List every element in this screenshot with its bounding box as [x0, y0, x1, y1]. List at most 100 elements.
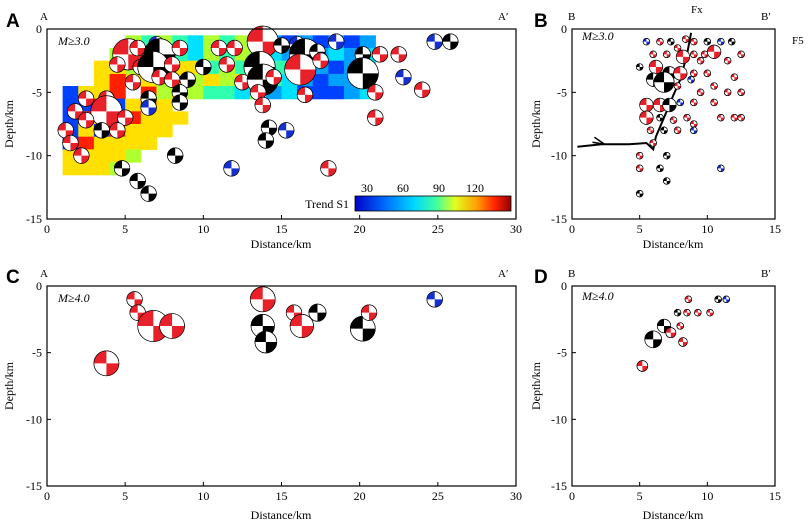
focal-mechanism — [349, 315, 376, 342]
colorbar-ticks: 30 60 90 120 — [361, 181, 484, 195]
beachball-outline — [722, 295, 730, 304]
colorbar-tick: 60 — [397, 181, 409, 195]
beachball-quadrant — [86, 120, 94, 129]
x-tick-label: 15 — [276, 222, 288, 236]
beachball-quadrant — [114, 160, 123, 169]
beachball-quadrant — [226, 64, 235, 73]
beachball-quadrant — [328, 168, 337, 177]
focal-mechanism — [257, 132, 274, 149]
beachball-quadrant — [223, 160, 232, 169]
focal-mechanism — [683, 308, 691, 317]
beachball-outline — [167, 147, 184, 164]
beachball-quadrant — [367, 84, 376, 93]
focal-mechanism — [371, 46, 389, 63]
beachball-quadrant — [694, 309, 698, 313]
focal-mechanism — [223, 160, 240, 177]
beachball-quadrant — [646, 117, 654, 125]
beachball-quadrant — [636, 190, 640, 194]
beachball-quadrant — [179, 71, 188, 80]
beachball-quadrant — [172, 40, 180, 48]
focal-mechanism — [77, 112, 95, 129]
beachball-quadrant — [646, 72, 654, 80]
beachball-outline — [663, 50, 671, 59]
x-tick-label: 0 — [569, 222, 575, 236]
beachball-quadrant — [218, 56, 227, 65]
panel-b-marks — [577, 32, 745, 198]
beachball-quadrant — [375, 92, 384, 101]
beachball-outline — [676, 98, 684, 107]
beachball-quadrant — [390, 46, 399, 55]
x-tick-label: 0 — [44, 489, 50, 503]
heatmap-cell — [359, 35, 376, 49]
beachball-quadrant — [179, 48, 188, 56]
beachball-outline — [639, 110, 654, 125]
focal-mechanism — [218, 56, 235, 73]
beachball-quadrant — [126, 291, 135, 300]
focal-mechanism — [639, 97, 654, 113]
focal-mechanism — [639, 110, 654, 125]
beachball-outline — [707, 44, 722, 59]
beachball-outline — [635, 189, 644, 198]
beachball-quadrant — [442, 33, 451, 42]
beachball-quadrant — [273, 77, 282, 85]
beachball-quadrant — [426, 291, 435, 300]
focal-mechanism — [159, 313, 185, 339]
beachball-outline — [278, 122, 295, 139]
beachball-quadrant — [122, 168, 130, 177]
heatmap-cell — [125, 149, 142, 163]
beachball-outline — [320, 160, 337, 177]
beachball-outline — [257, 132, 274, 149]
colorbar-ramp — [354, 195, 512, 212]
x-tick-label: 10 — [197, 222, 209, 236]
heatmap-cell — [172, 111, 189, 125]
focal-mechanism — [717, 37, 725, 46]
beachball-quadrant — [655, 67, 663, 74]
beachball-quadrant — [643, 38, 647, 42]
beachball-quadrant — [262, 105, 271, 113]
beachball-outline — [426, 291, 443, 308]
beachball-outline — [218, 56, 235, 73]
beachball-quadrant — [265, 69, 274, 78]
beachball-quadrant — [700, 60, 704, 65]
beachball-quadrant — [247, 26, 263, 42]
focal-mechanism — [360, 304, 378, 321]
heatmap-cell — [312, 73, 329, 87]
y-tick-label: -5 — [32, 85, 42, 99]
focal-mechanism — [667, 37, 675, 46]
focal-mechanism — [710, 98, 718, 107]
beachball-quadrant — [117, 109, 126, 118]
beachball-quadrant — [109, 122, 118, 131]
beachball-quadrant — [112, 38, 129, 55]
focal-mechanism — [737, 88, 745, 97]
beachball-quadrant — [710, 99, 715, 103]
beachball-quadrant — [78, 112, 87, 121]
focal-mechanism — [665, 327, 677, 339]
beachball-quadrant — [682, 342, 688, 347]
colorbar-tick: 30 — [361, 181, 373, 195]
beachball-quadrant — [148, 107, 157, 116]
focal-mechanism — [129, 172, 146, 190]
heatmap-cell — [109, 73, 126, 87]
focal-mechanism — [723, 88, 732, 97]
beachball-outline — [254, 96, 271, 114]
beachball-quadrant — [317, 312, 327, 322]
beachball-quadrant — [693, 102, 698, 106]
focal-mechanism — [663, 151, 671, 160]
panel-c-corner-right: A′ — [498, 268, 508, 280]
beachball-quadrant — [724, 88, 728, 93]
y-tick-label: 0 — [561, 279, 567, 293]
panel-c-y-label: Depth/km — [2, 361, 16, 410]
beachball-quadrant — [312, 52, 321, 61]
beachball-quadrant — [297, 87, 305, 95]
beachball-outline — [312, 52, 329, 69]
y-tick-label: -15 — [26, 479, 42, 493]
heatmap-cell — [187, 35, 204, 49]
focal-mechanism — [210, 39, 228, 57]
beachball-quadrant — [93, 350, 107, 364]
beachball-quadrant — [697, 312, 702, 317]
focal-mechanism — [249, 286, 276, 313]
focal-mechanism — [289, 313, 314, 339]
beachball-outline — [723, 56, 732, 65]
focal-mechanism — [696, 88, 705, 97]
beachball-quadrant — [685, 39, 690, 43]
